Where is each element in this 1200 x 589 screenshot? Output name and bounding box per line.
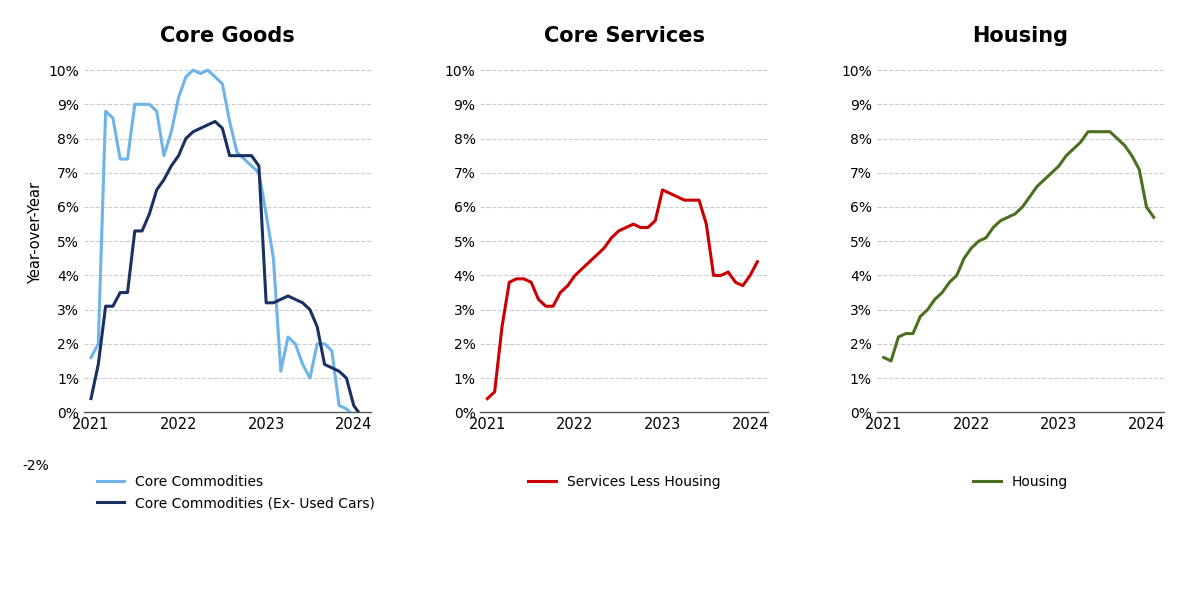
Y-axis label: Year-over-Year: Year-over-Year — [28, 181, 43, 284]
Text: -2%: -2% — [23, 459, 49, 473]
Legend: Services Less Housing: Services Less Housing — [522, 469, 726, 495]
Title: Housing: Housing — [972, 26, 1068, 46]
Legend: Housing: Housing — [967, 469, 1074, 495]
Legend: Core Commodities, Core Commodities (Ex- Used Cars): Core Commodities, Core Commodities (Ex- … — [91, 469, 380, 515]
Title: Core Services: Core Services — [544, 26, 704, 46]
Title: Core Goods: Core Goods — [161, 26, 295, 46]
